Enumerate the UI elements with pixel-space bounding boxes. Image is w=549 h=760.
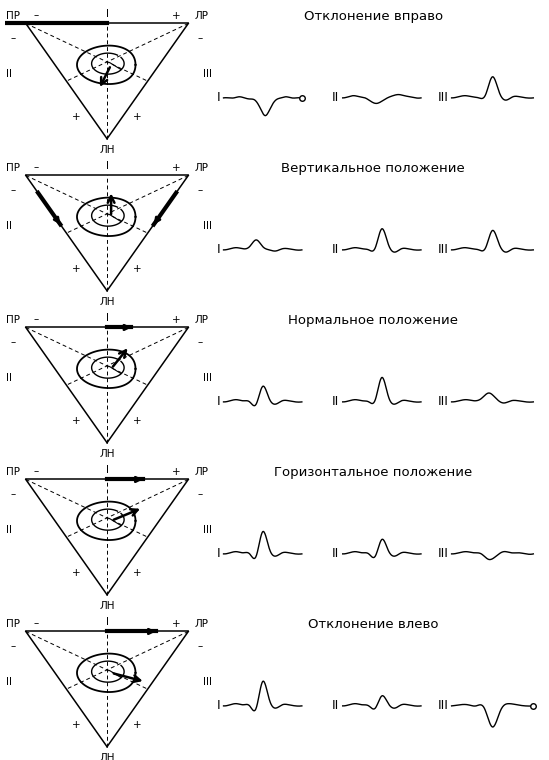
Text: +: + xyxy=(72,112,81,122)
Text: III: III xyxy=(438,699,448,712)
Text: –: – xyxy=(11,641,16,651)
Text: +: + xyxy=(133,416,142,426)
Text: ЛН: ЛН xyxy=(99,600,115,610)
Text: Отклонение вправо: Отклонение вправо xyxy=(304,11,443,24)
Text: +: + xyxy=(171,163,180,173)
Text: –: – xyxy=(34,11,39,21)
Text: +: + xyxy=(171,467,180,477)
Text: ЛН: ЛН xyxy=(99,296,115,306)
Text: ЛР: ЛР xyxy=(194,163,209,173)
Text: II: II xyxy=(332,91,339,104)
Text: –: – xyxy=(11,489,16,499)
Text: I: I xyxy=(216,243,220,256)
Text: +: + xyxy=(133,568,142,578)
Text: +: + xyxy=(171,619,180,629)
Text: +: + xyxy=(72,720,81,730)
Text: III: III xyxy=(438,91,448,104)
Text: +: + xyxy=(72,264,81,274)
Text: ЛР: ЛР xyxy=(194,619,209,629)
Text: II: II xyxy=(5,677,12,687)
Text: ПР: ПР xyxy=(5,315,20,325)
Text: –: – xyxy=(34,467,39,477)
Text: ПР: ПР xyxy=(5,619,20,629)
Text: III: III xyxy=(203,221,211,231)
Text: Горизонтальное положение: Горизонтальное положение xyxy=(274,467,473,480)
Text: ПР: ПР xyxy=(5,11,20,21)
Text: +: + xyxy=(171,11,180,21)
Text: II: II xyxy=(332,547,339,560)
Text: Вертикальное положение: Вертикальное положение xyxy=(282,163,465,176)
Text: –: – xyxy=(34,315,39,325)
Text: –: – xyxy=(198,489,203,499)
Text: ЛН: ЛН xyxy=(99,448,115,458)
Text: III: III xyxy=(438,547,448,560)
Text: II: II xyxy=(332,699,339,712)
Text: III: III xyxy=(203,373,211,383)
Text: II: II xyxy=(332,395,339,408)
Text: I: I xyxy=(216,91,220,104)
Text: +: + xyxy=(72,416,81,426)
Text: –: – xyxy=(198,641,203,651)
Text: +: + xyxy=(133,112,142,122)
Text: III: III xyxy=(438,243,448,256)
Text: ЛР: ЛР xyxy=(194,315,209,325)
Text: III: III xyxy=(203,69,211,79)
Text: –: – xyxy=(11,33,16,43)
Text: Отклонение влево: Отклонение влево xyxy=(308,619,439,632)
Text: Нормальное положение: Нормальное положение xyxy=(288,315,458,328)
Text: I: I xyxy=(105,313,109,323)
Text: I: I xyxy=(105,161,109,171)
Text: III: III xyxy=(203,677,211,687)
Text: –: – xyxy=(11,337,16,347)
Text: –: – xyxy=(198,33,203,43)
Text: +: + xyxy=(133,264,142,274)
Text: ПР: ПР xyxy=(5,467,20,477)
Text: I: I xyxy=(216,547,220,560)
Text: I: I xyxy=(105,617,109,627)
Text: –: – xyxy=(11,185,16,195)
Text: I: I xyxy=(105,9,109,19)
Text: II: II xyxy=(5,525,12,535)
Text: I: I xyxy=(105,465,109,475)
Text: +: + xyxy=(133,720,142,730)
Text: ЛР: ЛР xyxy=(194,11,209,21)
Text: ЛН: ЛН xyxy=(99,752,115,760)
Text: –: – xyxy=(34,619,39,629)
Text: III: III xyxy=(203,525,211,535)
Text: –: – xyxy=(198,185,203,195)
Text: –: – xyxy=(34,163,39,173)
Text: II: II xyxy=(5,221,12,231)
Text: I: I xyxy=(216,699,220,712)
Text: II: II xyxy=(5,373,12,383)
Text: +: + xyxy=(171,315,180,325)
Text: ЛР: ЛР xyxy=(194,467,209,477)
Text: I: I xyxy=(216,395,220,408)
Text: ПР: ПР xyxy=(5,163,20,173)
Text: ЛН: ЛН xyxy=(99,144,115,154)
Text: II: II xyxy=(332,243,339,256)
Text: +: + xyxy=(72,568,81,578)
Text: II: II xyxy=(5,69,12,79)
Text: III: III xyxy=(438,395,448,408)
Text: –: – xyxy=(198,337,203,347)
